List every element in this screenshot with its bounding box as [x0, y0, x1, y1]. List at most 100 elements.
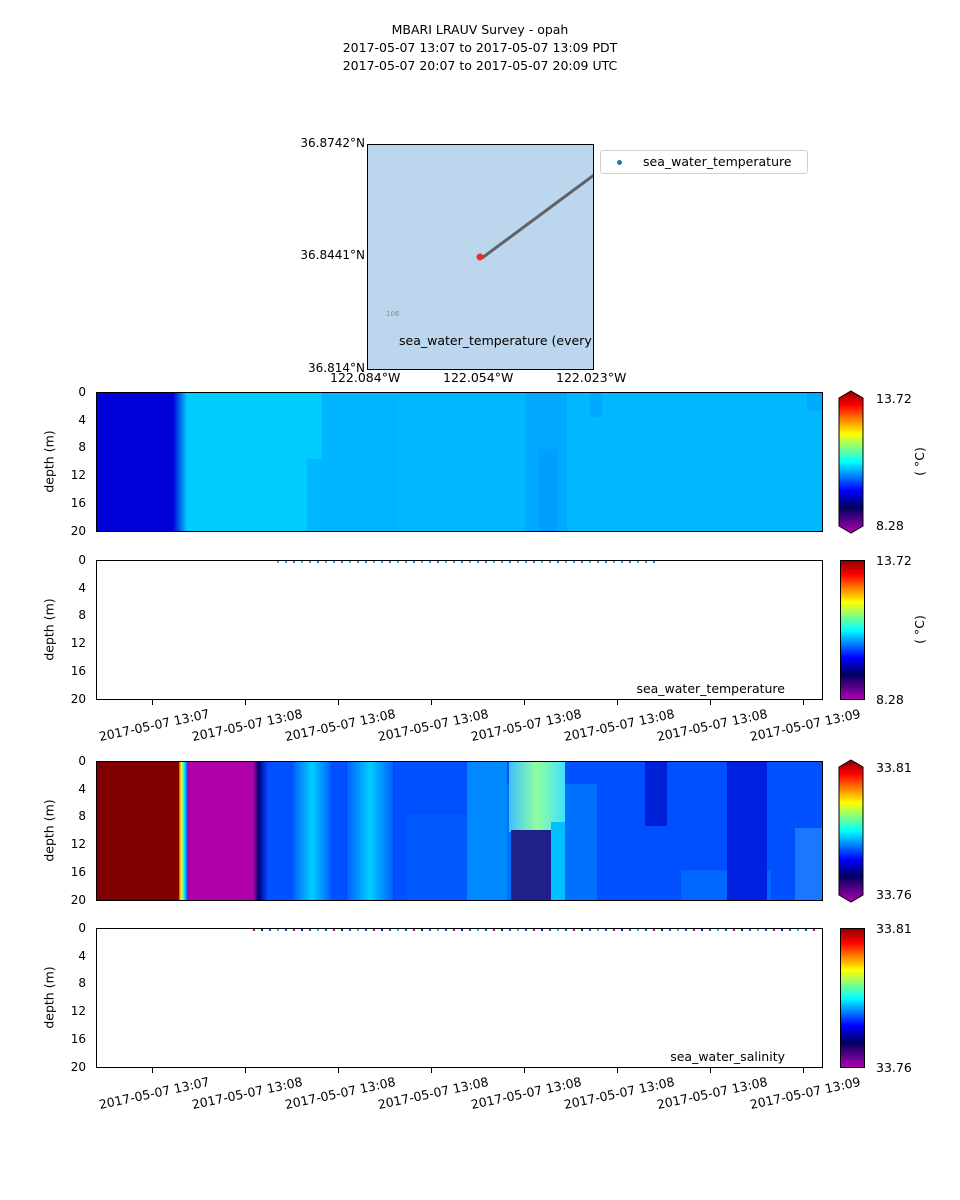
x-tick-mark: [803, 1068, 804, 1073]
data-point: [541, 929, 543, 931]
data-point: [605, 561, 607, 563]
data-point: [581, 561, 583, 563]
temp-points-ytick: 0: [78, 553, 86, 567]
data-point: [741, 929, 743, 931]
map-caption: sea_water_temperature (every point): [399, 333, 593, 348]
data-point: [629, 929, 631, 931]
data-point: [781, 929, 783, 931]
data-point: [349, 561, 351, 563]
x-tick-mark: [245, 1068, 246, 1073]
sal-band-streak-3: [347, 762, 393, 900]
data-point: [285, 561, 287, 563]
data-point: [597, 561, 599, 563]
temp-colorbar-top-label: 13.72: [876, 391, 912, 406]
temp-section-ytick: 12: [70, 468, 86, 482]
data-point: [357, 561, 359, 563]
data-point: [469, 929, 471, 931]
data-point: [325, 929, 327, 931]
data-point: [501, 929, 503, 931]
temp-points-ytick: 20: [70, 692, 86, 706]
data-point: [429, 929, 431, 931]
legend-marker-icon: [617, 160, 622, 165]
sal-points-ytick: 16: [70, 1032, 86, 1046]
data-point: [453, 561, 455, 563]
title-line-3: 2017-05-07 20:07 to 2017-05-07 20:09 UTC: [342, 58, 618, 73]
x-tick-mark: [431, 1068, 432, 1073]
temp-band-spot: [590, 393, 602, 417]
temp-points-ytick: 12: [70, 636, 86, 650]
data-point: [421, 929, 423, 931]
salinity-points-plot: sea_water_salinity: [96, 928, 823, 1068]
sal-points-colorbar-top: 33.81: [876, 921, 912, 936]
sal-points-ytick: 20: [70, 1060, 86, 1074]
data-point: [453, 929, 455, 931]
sal-points-ytick: 4: [78, 949, 86, 963]
data-point: [389, 929, 391, 931]
temperature-section-canvas: [97, 393, 822, 531]
temperature-section-plot: [96, 392, 823, 532]
sal-colorbar-top-label: 33.81: [876, 760, 912, 775]
sal-band-cyan: [467, 762, 507, 900]
data-point: [557, 929, 559, 931]
data-point: [301, 929, 303, 931]
sal-points-ytick: 0: [78, 921, 86, 935]
data-point: [461, 929, 463, 931]
data-point: [677, 929, 679, 931]
temp-section-ytick: 16: [70, 496, 86, 510]
sal-band-dark-red: [97, 762, 179, 900]
temp-band-transition: [173, 393, 187, 531]
data-point: [261, 929, 263, 931]
data-point: [637, 929, 639, 931]
data-point: [381, 561, 383, 563]
data-point: [541, 561, 543, 563]
data-point: [685, 929, 687, 931]
figure-title: MBARI LRAUV Survey - opah 2017-05-07 13:…: [0, 21, 960, 75]
sal-section-colorbar: [838, 759, 864, 903]
data-point: [565, 929, 567, 931]
temp-points-label: sea_water_temperature: [636, 681, 785, 696]
data-point: [805, 929, 807, 931]
sal-band-cyan-2: [551, 822, 565, 900]
data-point: [573, 561, 575, 563]
data-point: [709, 929, 711, 931]
data-point: [565, 561, 567, 563]
data-point: [813, 929, 815, 931]
contour-label: 106: [386, 310, 400, 318]
temperature-points-canvas: [277, 561, 655, 563]
data-point: [413, 561, 415, 563]
x-tick-mark: [524, 700, 525, 705]
data-point: [445, 561, 447, 563]
temp-points-colorbar-bottom: 8.28: [876, 692, 904, 707]
temp-points-ytick: 16: [70, 664, 86, 678]
lon-label-left: 122.084°W: [330, 370, 401, 385]
sal-points-colorbar: [840, 928, 865, 1068]
sal-section-ytick: 8: [78, 809, 86, 823]
data-point: [501, 561, 503, 563]
sal-section-ytick: 20: [70, 893, 86, 907]
data-point: [277, 561, 279, 563]
data-point: [757, 929, 759, 931]
sal-points-ytick: 12: [70, 1004, 86, 1018]
sal-band-streak-1: [293, 762, 331, 900]
data-point: [589, 561, 591, 563]
temp-section-ytick: 0: [78, 385, 86, 399]
data-point: [341, 561, 343, 563]
data-point: [773, 929, 775, 931]
sal-band-lower: [407, 814, 467, 900]
data-point: [629, 561, 631, 563]
data-point: [293, 929, 295, 931]
temp-points-ytick: 8: [78, 608, 86, 622]
data-point: [693, 929, 695, 931]
data-point: [701, 929, 703, 931]
x-tick-mark: [710, 700, 711, 705]
data-point: [373, 561, 375, 563]
data-point: [421, 561, 423, 563]
data-point: [725, 929, 727, 931]
data-point: [477, 561, 479, 563]
sal-colorbar-bottom-label: 33.76: [876, 887, 912, 902]
data-point: [533, 561, 535, 563]
data-point: [733, 929, 735, 931]
data-point: [485, 929, 487, 931]
data-point: [581, 929, 583, 931]
data-point: [717, 929, 719, 931]
